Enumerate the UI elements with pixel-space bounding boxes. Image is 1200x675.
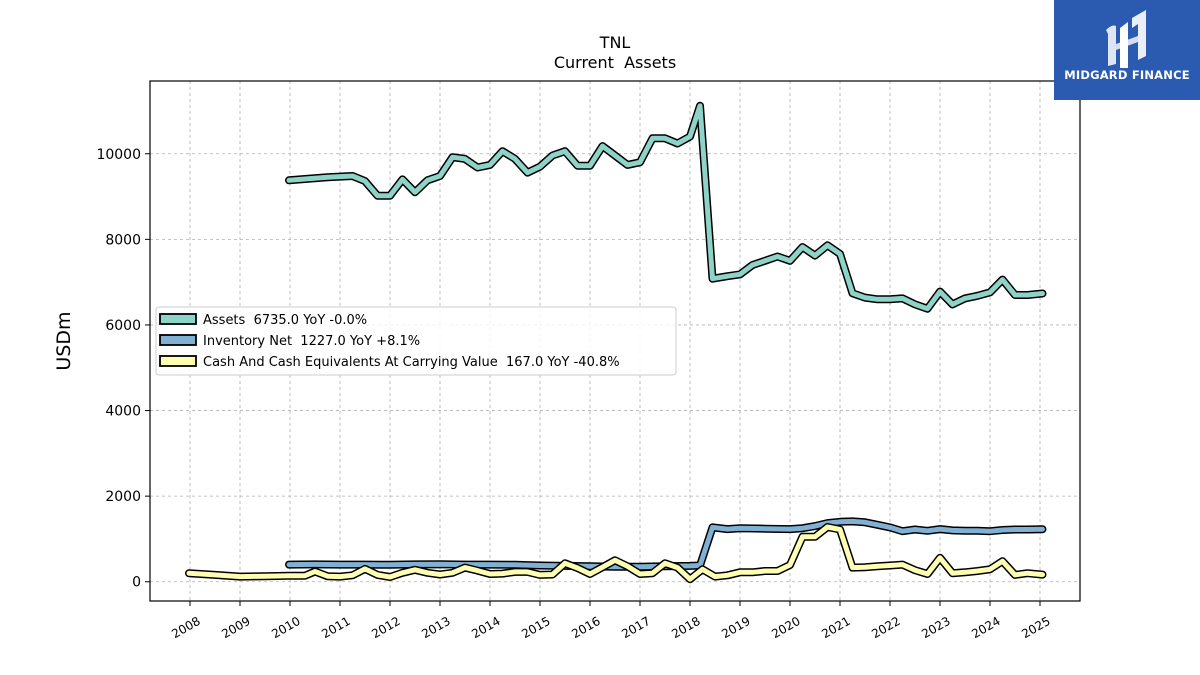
series-layer xyxy=(185,101,1047,584)
legend-entry-1: Inventory Net 1227.0 YoY +8.1% xyxy=(203,334,420,349)
x-tick-label: 2014 xyxy=(469,614,502,641)
x-tick-label: 2021 xyxy=(819,614,852,641)
plot-frame xyxy=(149,80,1081,602)
x-tick-label: 2022 xyxy=(869,614,902,641)
y-tick-label: 0 xyxy=(132,575,141,591)
x-tick-label: 2012 xyxy=(369,614,402,641)
x-tick-label: 2019 xyxy=(719,614,752,641)
x-tick-label: 2018 xyxy=(669,614,702,641)
x-tick-label: 2013 xyxy=(419,614,452,641)
legend-swatch-2 xyxy=(159,355,197,367)
legend-swatch-0 xyxy=(159,313,197,325)
x-tick-label: 2025 xyxy=(1019,614,1052,641)
y-tick-label: 2000 xyxy=(105,489,141,505)
x-tick-label: 2009 xyxy=(219,614,252,641)
series-line-2 xyxy=(186,524,1045,582)
x-tick-label: 2015 xyxy=(519,614,552,641)
chart-subtitle: Current Assets xyxy=(554,53,676,72)
y-axis-label: USDm xyxy=(53,311,75,370)
x-tick-label: 2020 xyxy=(769,614,802,641)
legend: Assets 6735.0 YoY -0.0% Inventory Net 122… xyxy=(155,306,677,376)
legend-entry-0: Assets 6735.0 YoY -0.0% xyxy=(203,313,367,328)
x-tick-label: 2024 xyxy=(969,614,1002,641)
y-tick-label: 4000 xyxy=(105,404,141,420)
midgard-logo-icon xyxy=(1106,10,1146,68)
x-tick-label: 2008 xyxy=(169,614,202,641)
y-tick-label: 10000 xyxy=(96,147,141,163)
brand-logo: MIDGARD FINANCE xyxy=(1054,0,1200,100)
y-tick-label: 8000 xyxy=(105,232,141,248)
y-tick-label: 6000 xyxy=(105,318,141,334)
x-tick-label: 2016 xyxy=(569,614,602,641)
x-tick-label: 2010 xyxy=(269,614,302,641)
x-tick-label: 2011 xyxy=(319,614,352,641)
legend-box xyxy=(155,306,677,376)
legend-swatch-1 xyxy=(159,334,197,346)
x-tick-label: 2017 xyxy=(619,614,652,641)
brand-name: MIDGARD FINANCE xyxy=(1064,68,1190,82)
legend-entry-2: Cash And Cash Equivalents At Carrying Va… xyxy=(203,355,620,370)
x-tick-label: 2023 xyxy=(919,614,952,641)
series-line-0 xyxy=(286,103,1045,312)
chart-title: TNL xyxy=(599,33,631,52)
